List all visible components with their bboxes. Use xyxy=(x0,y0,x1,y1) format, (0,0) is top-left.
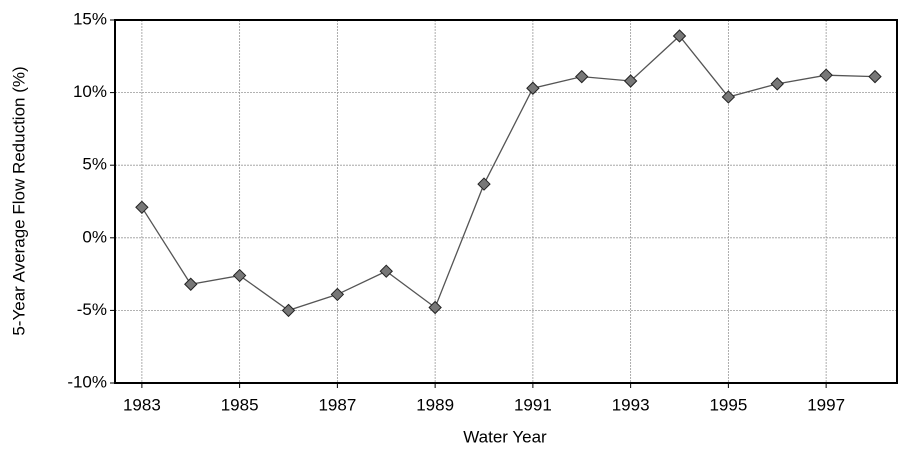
y-tick-label: 10% xyxy=(73,82,107,101)
plot-frame xyxy=(114,19,898,384)
data-point xyxy=(721,90,736,104)
data-point xyxy=(623,74,638,88)
data-point xyxy=(232,268,247,283)
data-point xyxy=(770,77,784,91)
x-tick-label: 1993 xyxy=(612,395,650,414)
data-point xyxy=(477,177,491,191)
x-tick-label: 1987 xyxy=(318,395,356,414)
x-tick-label: 1983 xyxy=(123,395,161,414)
data-point xyxy=(281,303,296,318)
y-tick-label: 0% xyxy=(82,227,107,246)
y-tick-label: 15% xyxy=(73,9,107,28)
x-tick-label: 1985 xyxy=(221,395,259,414)
data-point xyxy=(428,300,442,315)
x-tick-label: 1989 xyxy=(416,395,454,414)
data-line xyxy=(141,35,876,312)
data-point xyxy=(819,68,833,82)
data-point xyxy=(868,69,882,84)
data-point xyxy=(135,200,149,215)
data-point xyxy=(184,277,198,291)
y-tick-label: 5% xyxy=(82,155,107,174)
data-point xyxy=(575,69,589,84)
x-tick-label: 1995 xyxy=(709,395,747,414)
x-axis-label: Water Year xyxy=(463,427,547,446)
y-tick-label: -5% xyxy=(77,300,107,319)
y-axis-label: 5-Year Average Flow Reduction (%) xyxy=(9,66,28,335)
x-tick-label: 1991 xyxy=(514,395,552,414)
x-tick-label: 1997 xyxy=(807,395,845,414)
data-point xyxy=(330,287,345,302)
data-point xyxy=(379,264,393,278)
data-point xyxy=(526,81,540,95)
data-point xyxy=(672,29,687,43)
y-tick-label: -10% xyxy=(67,372,107,391)
